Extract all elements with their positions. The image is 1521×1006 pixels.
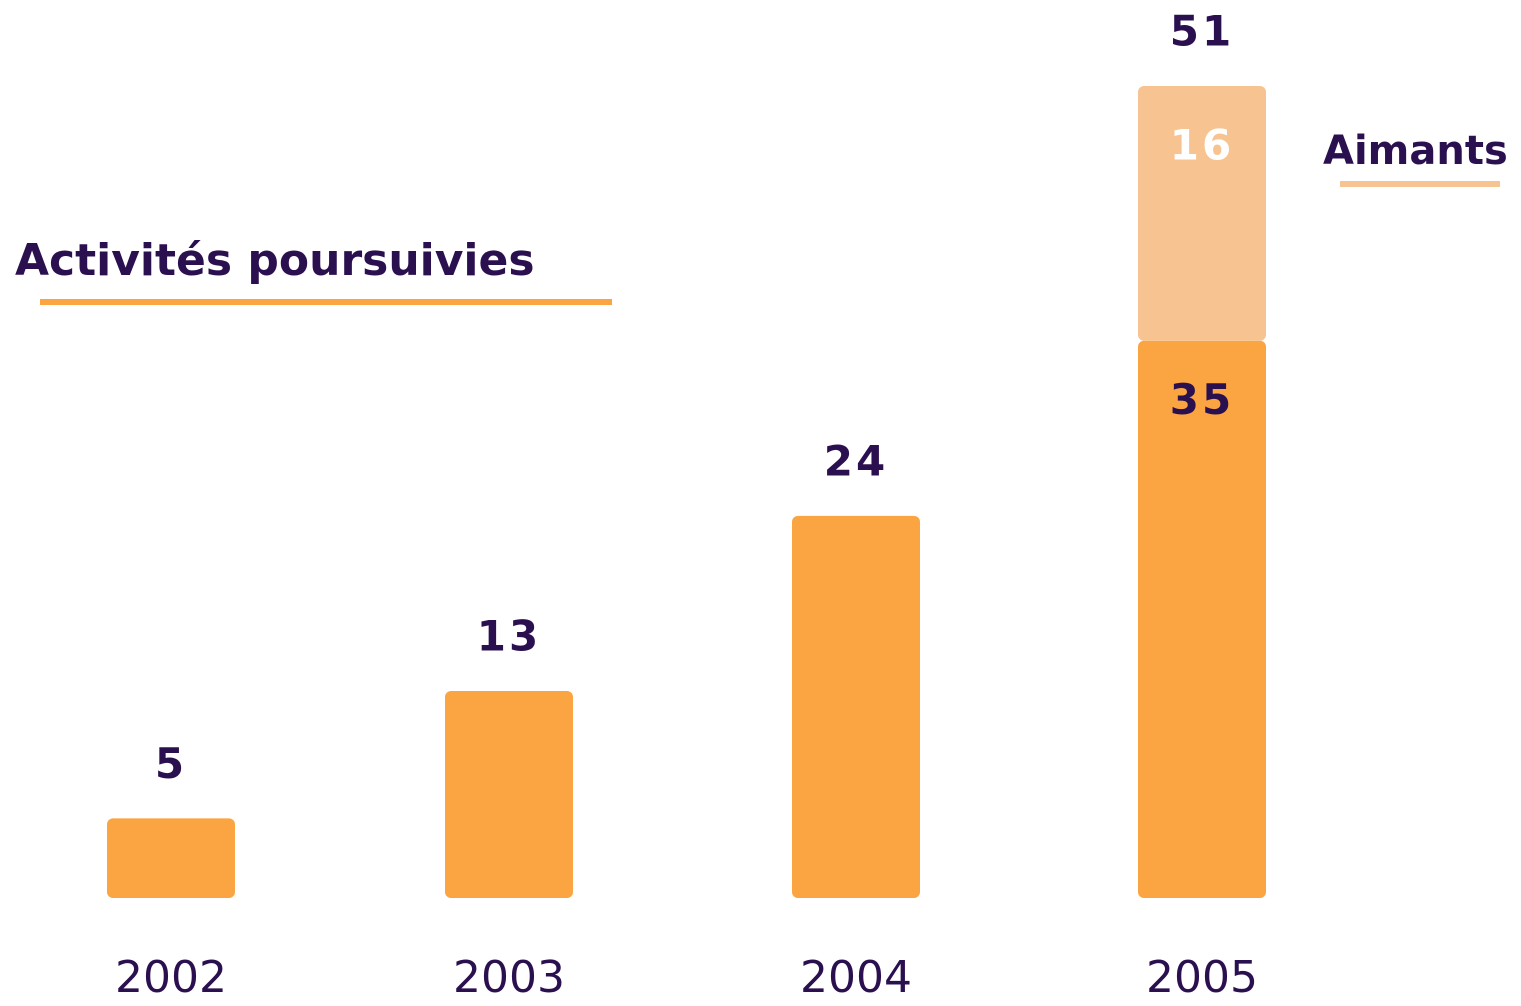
legend-label: Aimants — [1323, 128, 1508, 174]
x-tick-label: 2004 — [800, 952, 912, 1002]
bar-segment — [792, 515, 920, 898]
total-label: 24 — [824, 436, 888, 485]
x-tick-label: 2003 — [453, 952, 565, 1002]
bar-segment — [107, 818, 235, 898]
total-label: 5 — [155, 739, 187, 788]
x-tick-label: 2002 — [115, 952, 227, 1002]
bar-segment — [1138, 340, 1266, 898]
bar-segment — [1138, 86, 1266, 341]
legend-underline — [40, 299, 612, 305]
legend-underline — [1340, 181, 1500, 187]
total-label: 51 — [1170, 7, 1234, 56]
x-tick-label: 2005 — [1146, 952, 1258, 1002]
bar-segment — [445, 691, 573, 898]
segment-label: 16 — [1170, 121, 1234, 170]
total-label: 13 — [477, 612, 541, 661]
legend-label: Activités poursuivies — [15, 235, 535, 286]
segment-label: 35 — [1170, 375, 1234, 424]
